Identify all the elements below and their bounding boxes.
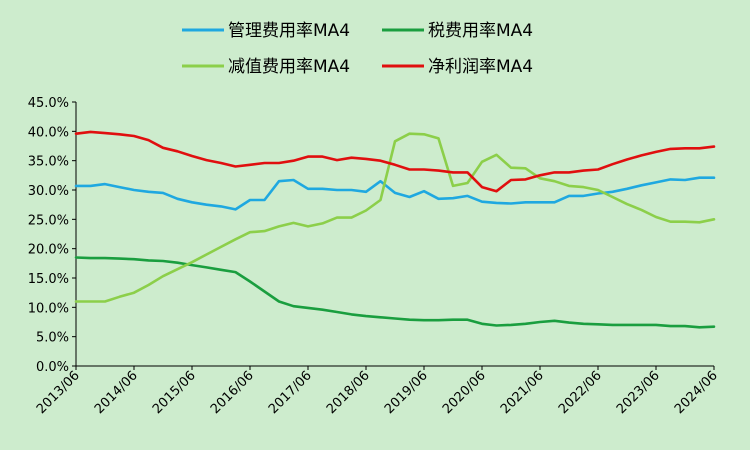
- x-tick-label: 2019/06: [382, 368, 431, 417]
- legend-label: 税费用率MA4: [428, 21, 533, 41]
- legend-item-0: 管理费用率MA4: [182, 21, 350, 41]
- series-line-3: [74, 130, 716, 193]
- y-tick-label: 10.0%: [28, 301, 69, 316]
- series-layer: [74, 130, 716, 329]
- y-tick-label: 20.0%: [28, 243, 69, 258]
- x-tick-label: 2015/06: [150, 368, 199, 417]
- series-line-2: [74, 132, 716, 303]
- legend-label: 管理费用率MA4: [228, 21, 350, 41]
- y-axis: 0.0% 5.0% 10.0% 15.0% 20.0% 25.0% 30.0% 35.0% 40…: [28, 96, 77, 375]
- x-tick-label: 2024/06: [672, 368, 721, 417]
- y-tick-label: 5.0%: [36, 331, 69, 346]
- x-tick-label: 2022/06: [556, 368, 605, 417]
- legend-label: 净利润率MA4: [428, 57, 533, 77]
- y-tick-label: 40.0%: [28, 125, 69, 140]
- series-line-1: [74, 256, 716, 329]
- x-tick-label: 2017/06: [266, 368, 315, 417]
- legend-item-3: 净利润率MA4: [382, 57, 533, 77]
- y-tick-label: 25.0%: [28, 213, 69, 228]
- x-tick-label: 2023/06: [614, 368, 663, 417]
- x-tick-label: 2021/06: [498, 368, 547, 417]
- x-axis: 2013/06 2014/06 2015/06 2016/06 2017/06 2018/…: [34, 365, 721, 417]
- y-tick-label: 0.0%: [36, 360, 69, 375]
- x-tick-label: 2018/06: [324, 368, 373, 417]
- x-tick-label: 2020/06: [440, 368, 489, 417]
- x-tick-label: 2013/06: [34, 368, 83, 417]
- x-tick-label: 2014/06: [92, 368, 141, 417]
- legend-item-2: 减值费用率MA4: [182, 57, 350, 77]
- y-tick-label: 45.0%: [28, 96, 69, 111]
- series-line-0: [74, 176, 716, 211]
- y-tick-label: 15.0%: [28, 272, 69, 287]
- x-tick-label: 2016/06: [208, 368, 257, 417]
- y-tick-label: 35.0%: [28, 155, 69, 170]
- legend-item-1: 税费用率MA4: [382, 21, 533, 41]
- legend: 管理费用率MA4 税费用率MA4 减值费用率MA4 净利润率MA4: [182, 21, 533, 77]
- legend-label: 减值费用率MA4: [228, 57, 350, 77]
- y-tick-label: 30.0%: [28, 184, 69, 199]
